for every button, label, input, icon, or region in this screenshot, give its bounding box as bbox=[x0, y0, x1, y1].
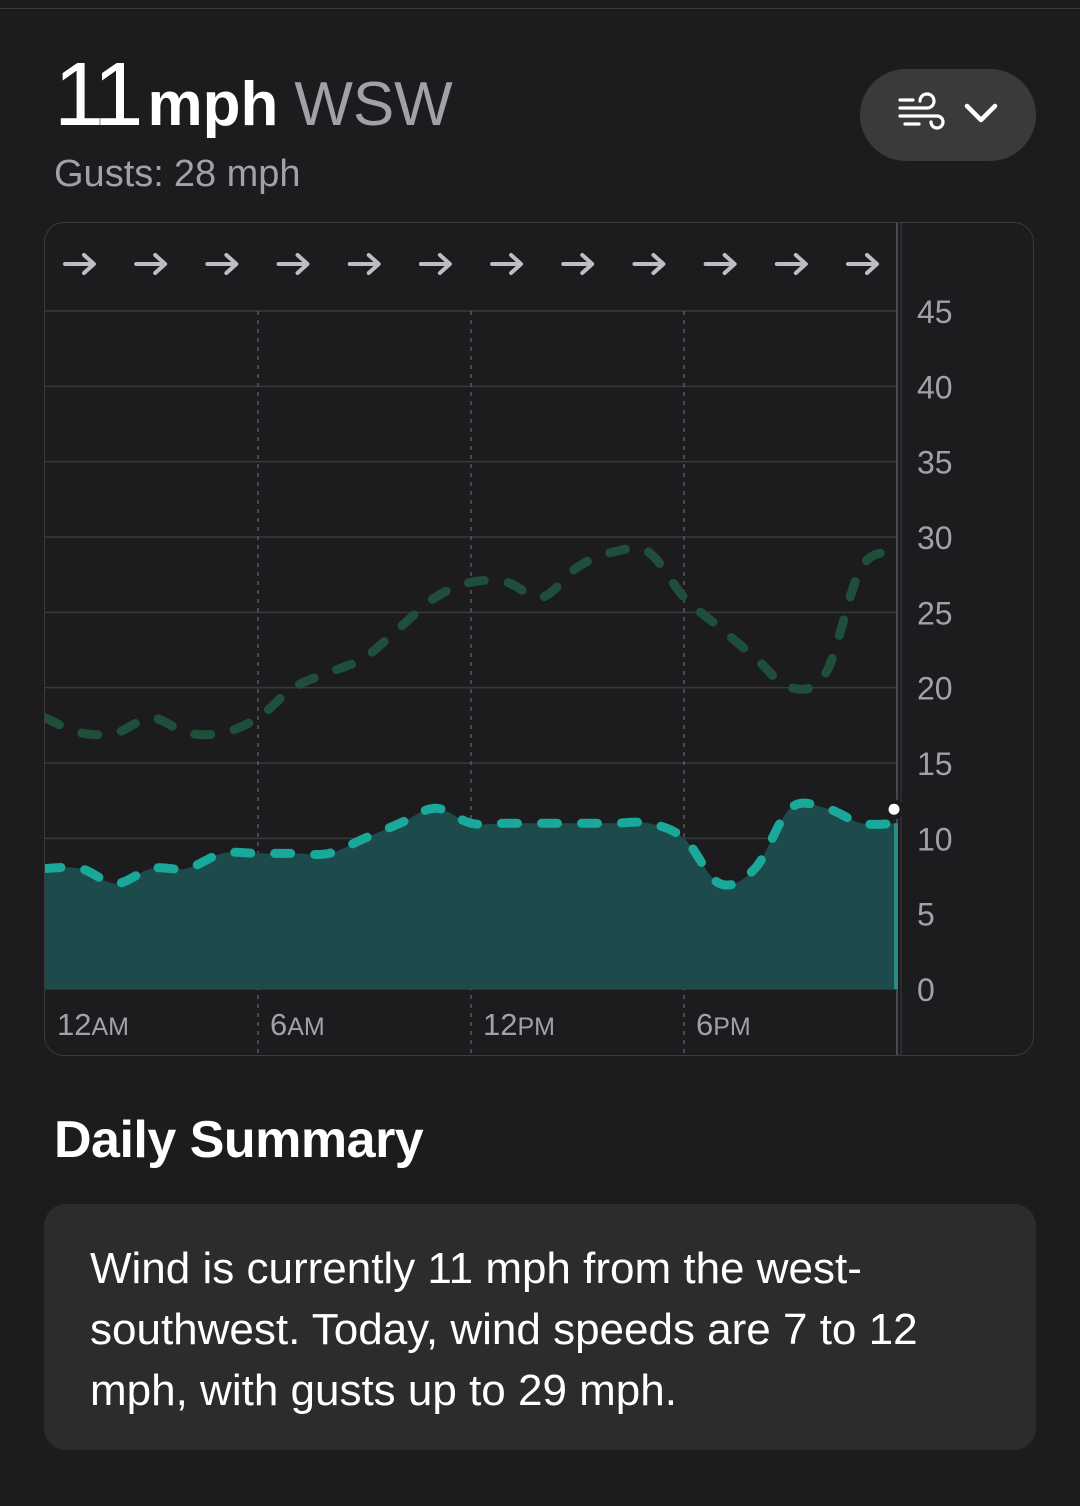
y-tick-label: 0 bbox=[917, 972, 935, 1008]
y-tick-label: 15 bbox=[917, 746, 953, 782]
daily-summary-text: Wind is currently 11 mph from the west-s… bbox=[90, 1244, 918, 1415]
gusts-label: Gusts: bbox=[54, 153, 164, 195]
gust-line bbox=[45, 543, 902, 740]
direction-arrow-icon bbox=[703, 253, 737, 275]
direction-arrow-icon bbox=[774, 253, 808, 275]
x-tick-label: 6AM bbox=[270, 1007, 325, 1042]
y-tick-label: 10 bbox=[917, 821, 953, 857]
daily-summary-title: Daily Summary bbox=[54, 1111, 424, 1169]
y-tick-label: 35 bbox=[917, 445, 953, 481]
wind-direction: WSW bbox=[294, 70, 453, 139]
direction-arrow-icon bbox=[632, 253, 666, 275]
direction-arrow-icon bbox=[490, 253, 524, 275]
top-divider bbox=[0, 0, 1080, 9]
gusts-value: 28 mph bbox=[173, 153, 301, 195]
x-tick-label: 12AM bbox=[57, 1007, 129, 1042]
wind-speed-unit: mph bbox=[147, 70, 279, 139]
chevron-down-icon bbox=[963, 101, 999, 130]
wind-area bbox=[45, 803, 897, 989]
wind-line bbox=[45, 798, 902, 890]
direction-arrow-icon bbox=[418, 253, 452, 275]
y-tick-label: 45 bbox=[917, 294, 953, 330]
wind-chart-canvas: 0 5 10 15 20 25 30 35 40 45 12AM 6AM 12PM 6PM bbox=[45, 223, 953, 1055]
direction-arrow-icon bbox=[134, 253, 168, 275]
y-tick-label: 5 bbox=[917, 897, 935, 933]
direction-arrow-icon bbox=[561, 253, 595, 275]
gusts-line: Gusts: 28 mph bbox=[54, 153, 834, 196]
current-marker bbox=[888, 803, 900, 815]
direction-arrow-icon bbox=[846, 253, 879, 275]
direction-arrow-icon bbox=[347, 253, 381, 275]
x-tick-label: 12PM bbox=[483, 1007, 555, 1042]
y-tick-label: 25 bbox=[917, 595, 953, 631]
y-tick-label: 20 bbox=[917, 671, 953, 707]
daily-summary-card: Wind is currently 11 mph from the west-s… bbox=[44, 1204, 1036, 1450]
current-wind-header: 11 mph WSW Gusts: 28 mph bbox=[54, 44, 834, 196]
wind-speed-value: 11 bbox=[54, 45, 143, 145]
y-tick-label: 40 bbox=[917, 369, 953, 405]
metric-selector-button[interactable] bbox=[860, 69, 1036, 161]
x-tick-label: 6PM bbox=[696, 1007, 751, 1042]
current-wind-row: 11 mph WSW bbox=[54, 44, 834, 147]
direction-arrow-icon bbox=[63, 253, 96, 275]
wind-chart: 0 5 10 15 20 25 30 35 40 45 12AM 6AM 12PM 6PM bbox=[44, 222, 1034, 1056]
y-tick-label: 30 bbox=[917, 520, 953, 556]
direction-arrow-icon bbox=[276, 253, 310, 275]
direction-arrow-icon bbox=[205, 253, 239, 275]
wind-icon bbox=[897, 91, 947, 139]
